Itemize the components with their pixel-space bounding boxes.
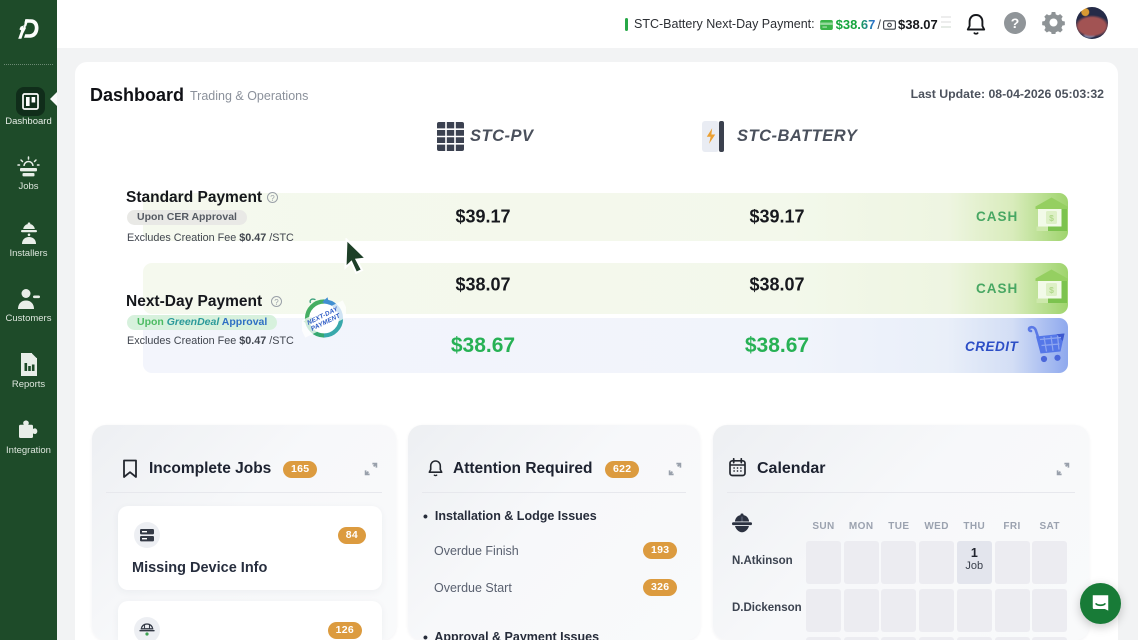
svg-text:$: $ [1049, 285, 1054, 295]
svg-text:$: $ [1049, 213, 1054, 223]
